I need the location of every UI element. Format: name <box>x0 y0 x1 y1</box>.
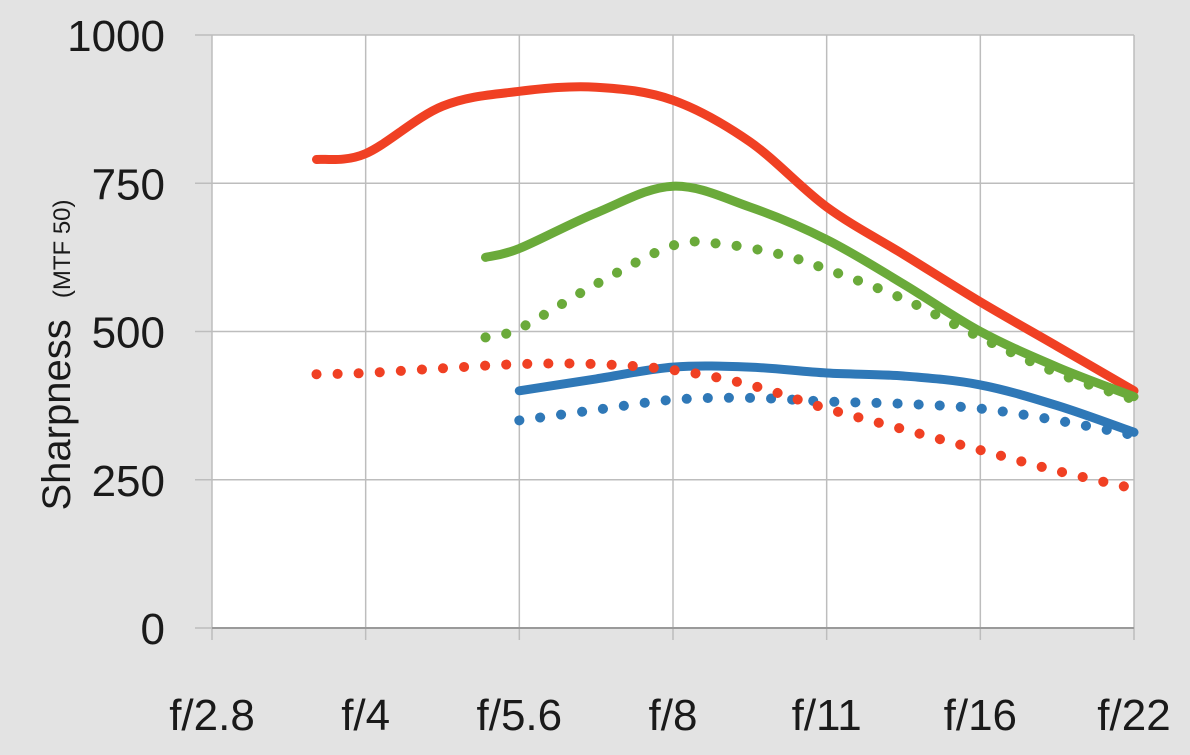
x-tick-label: f/16 <box>944 691 1017 740</box>
series-layer <box>311 82 1139 494</box>
series-line-dotted-4 <box>514 392 1139 441</box>
y-axis-title: Sharpness (MTF 50) <box>35 199 79 510</box>
x-tick-label: f/22 <box>1097 691 1170 740</box>
x-tick-label: f/8 <box>649 691 698 740</box>
y-axis-title-text: Sharpness <box>35 319 79 510</box>
y-tick-label: 1000 <box>67 12 165 61</box>
series-line-solid-3 <box>514 361 1139 437</box>
series-line-dotted-5 <box>311 358 1139 494</box>
series-line-dotted-2 <box>480 236 1139 405</box>
y-axis-unit: (MTF 50) <box>49 199 76 298</box>
x-tick-label: f/11 <box>792 691 862 740</box>
grid-lines <box>195 34 1135 640</box>
y-tick-label: 250 <box>92 457 165 506</box>
y-tick-label: 0 <box>141 605 165 654</box>
x-tick-label: f/4 <box>341 691 390 740</box>
y-tick-label: 750 <box>92 160 165 209</box>
series-line-solid-1 <box>481 181 1139 402</box>
tick-labels: 0 250 500 750 1000 f/2.8 f/4 f/5.6 f/8 f/11 f/16 f/… <box>67 12 1171 740</box>
x-tick-label: f/2.8 <box>169 691 255 740</box>
y-tick-label: 500 <box>92 309 165 358</box>
x-tick-label: f/5.6 <box>477 691 563 740</box>
series-line-solid-0 <box>312 82 1139 396</box>
